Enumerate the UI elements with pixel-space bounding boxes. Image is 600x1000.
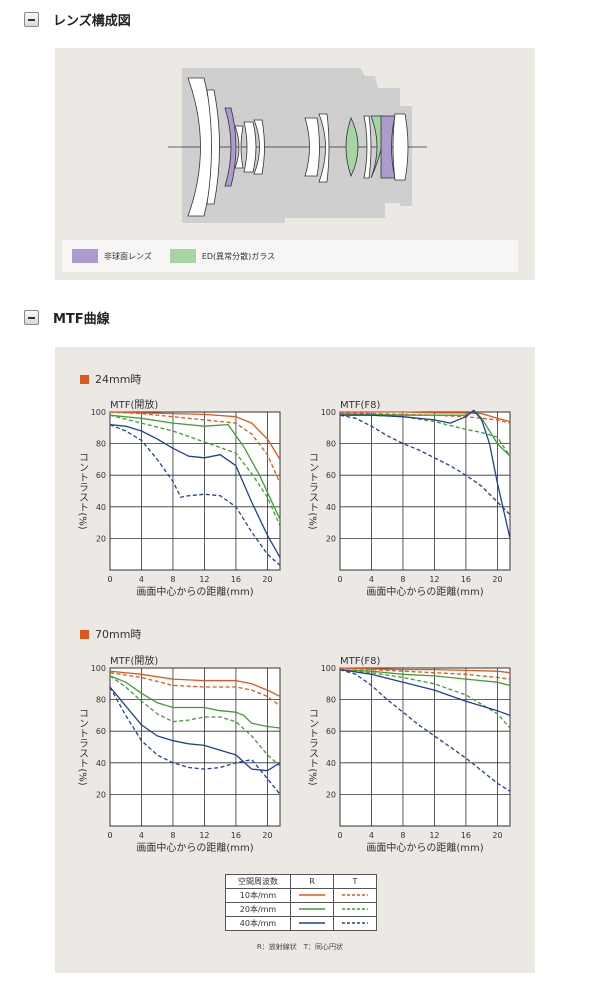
ed-label: ED(異常分散)ガラス [201,251,276,261]
aspherical-swatch [72,249,98,263]
case-70mm-title: 70mm時 [80,626,141,642]
key-swatch-t [333,916,377,931]
aspherical-element [224,107,237,187]
case-24mm-title: 24mm時 [80,371,141,387]
collapse-icon[interactable] [24,12,39,27]
lens-element [243,121,257,173]
key-swatch-t [333,902,377,917]
mtf-section-header[interactable]: MTF曲線 [24,308,110,327]
key-header-freq: 空間周波数 [225,874,291,889]
lens-barrel [182,68,412,223]
key-row-label: 10本/mm [225,888,291,903]
key-swatch-t [333,888,377,903]
collapse-icon[interactable] [24,310,39,325]
key-header-r: R [290,874,334,889]
lens-element [318,113,330,183]
key-swatch-r [290,916,334,931]
case-marker [80,629,89,639]
key-swatch-r [290,888,334,903]
lens-section-title: レンズ構成図 [53,14,131,29]
lens-element [392,113,409,181]
lens-element [253,119,265,175]
lens-diagram [168,68,427,223]
key-header-t: T [333,874,377,889]
mtf-section-title: MTF曲線 [53,312,110,327]
key-row-label: 40本/mm [225,916,291,931]
frequency-key: 空間周波数 R T 10本/mm 20本/mm 40本/mm [225,874,377,931]
aspherical-label: 非球面レンズ [104,251,152,261]
lens-section-header[interactable]: レンズ構成図 [24,10,131,29]
lens-legend: 非球面レンズ ED(異常分散)ガラス [62,240,518,272]
case-marker [80,374,89,384]
ed-swatch [169,249,196,263]
ed-element [345,116,359,178]
lens-element [304,117,320,177]
key-swatch-r [290,902,334,917]
key-footnote: R：放射線状 T：同心円状 [256,943,344,951]
case-70mm-label: 70mm時 [95,628,142,641]
lens-diagram-panel: 非球面レンズ ED(異常分散)ガラス [55,48,535,280]
lens-element [363,115,372,179]
lens-element [234,125,244,169]
lens-element [206,89,220,205]
case-24mm-label: 24mm時 [95,373,142,386]
key-row-label: 20本/mm [225,902,291,917]
